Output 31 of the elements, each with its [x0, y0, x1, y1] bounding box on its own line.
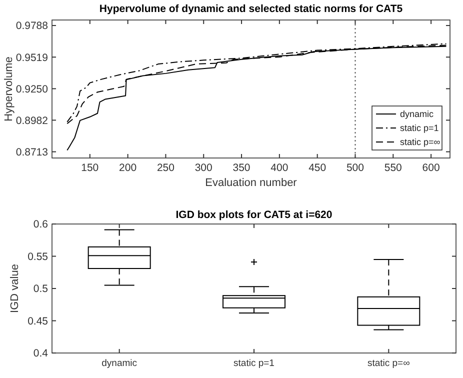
y-tick-label: 0.45	[28, 315, 48, 328]
legend-label: static p=1	[400, 123, 439, 134]
x-tick-label: 150	[81, 162, 99, 174]
x-axis-title: Evaluation number	[205, 177, 298, 189]
x-tick-label: 550	[384, 162, 402, 174]
x-tick-label: 300	[194, 162, 213, 174]
y-tick-label: 0.8982	[16, 114, 48, 127]
chart-title: IGD box plots for CAT5 at i=620	[176, 209, 332, 221]
x-tick-label: 450	[308, 162, 326, 174]
y-axis-title: Hypervolume	[3, 56, 15, 122]
x-tick-label: 400	[270, 162, 288, 174]
y-tick-label: 0.9788	[16, 20, 48, 32]
y-tick-label: 0.5	[33, 283, 48, 296]
y-tick-label: 0.4	[33, 348, 48, 360]
x-tick-label: 200	[119, 162, 137, 174]
x-tick-label: 500	[346, 162, 364, 174]
y-tick-label: 0.55	[28, 250, 48, 263]
legend-label: dynamic	[400, 109, 434, 120]
x-tick-label: static p=∞	[367, 358, 410, 369]
y-tick-label: 0.9250	[16, 83, 48, 96]
y-tick-label: 0.8713	[16, 146, 48, 158]
x-tick-label: 350	[232, 162, 250, 174]
y-axis-title: IGD value	[9, 264, 21, 313]
x-tick-label: static p=1	[234, 358, 274, 369]
legend-label: static p=∞	[400, 137, 441, 148]
chart-title: Hypervolume of dynamic and selected static norms for CAT5	[99, 3, 403, 15]
x-tick-label: 250	[156, 162, 175, 174]
y-tick-label: 0.9519	[16, 52, 48, 64]
y-tick-label: 0.6	[33, 218, 48, 231]
x-tick-label: 600	[422, 162, 440, 174]
x-tick-label: dynamic	[102, 358, 138, 369]
